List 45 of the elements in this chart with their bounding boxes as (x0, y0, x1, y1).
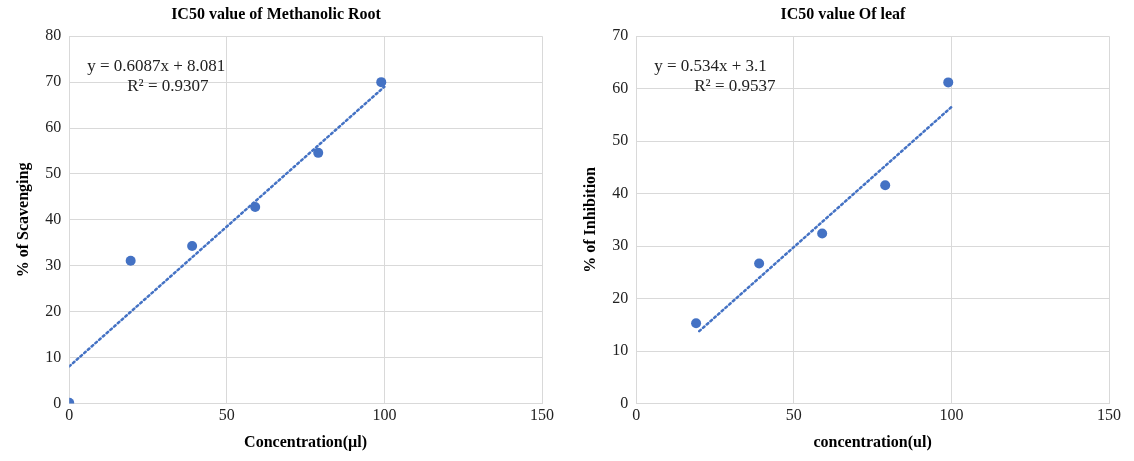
annotation: R² = 0.9307 (127, 76, 209, 96)
y-tick-label: 30 (612, 236, 629, 254)
x-axis-title: concentration(ul) (813, 432, 932, 451)
point (125, 255, 136, 266)
point (880, 180, 891, 191)
y-axis-title: % of Inhibition (580, 166, 598, 273)
y-tick-label: 30 (45, 256, 62, 274)
x-tick-label: 0 (65, 406, 74, 424)
annotation: R² = 0.9537 (694, 76, 776, 96)
x-tick-label: 100 (372, 406, 397, 424)
y-tick-label: 50 (612, 131, 629, 149)
y-tick-label: 40 (612, 183, 629, 201)
y-tick-label: 0 (53, 393, 62, 411)
y-axis-title: % of Scavenging (13, 162, 32, 278)
point (943, 77, 954, 88)
point (817, 228, 828, 239)
y-tick-label: 80 (45, 26, 62, 44)
x-tick-label: 150 (1097, 406, 1121, 424)
x-tick-label: 150 (530, 406, 554, 424)
x-tick-label: 100 (939, 406, 964, 424)
point (691, 318, 702, 329)
x-tick-label: 50 (785, 406, 802, 424)
y-tick-label: 70 (612, 26, 629, 44)
y-tick-label: 40 (45, 210, 62, 228)
point (376, 77, 387, 88)
point (187, 241, 198, 252)
y-tick-label: 20 (612, 288, 629, 306)
y-tick-label: 10 (612, 341, 629, 359)
y-tick-label: 20 (45, 301, 62, 319)
point (754, 258, 765, 269)
point (313, 147, 324, 158)
x-tick-label: 50 (218, 406, 235, 424)
x-tick-label: 0 (632, 406, 641, 424)
y-tick-label: 60 (45, 118, 62, 136)
y-tick-label: 50 (45, 164, 62, 182)
y-tick-label: 10 (45, 347, 62, 365)
annotation: y = 0.6087x + 8.081 (87, 56, 226, 76)
annotation: y = 0.534x + 3.1 (654, 56, 767, 76)
y-tick-label: 0 (620, 393, 629, 411)
point (250, 202, 261, 213)
y-tick-label: 70 (45, 72, 62, 90)
chart-title: IC50 value of Methanolic Root (171, 4, 382, 22)
chart-title: IC50 value Of leaf (780, 4, 907, 22)
x-axis-title: Concentration(µl) (244, 432, 368, 451)
y-tick-label: 60 (612, 78, 629, 96)
